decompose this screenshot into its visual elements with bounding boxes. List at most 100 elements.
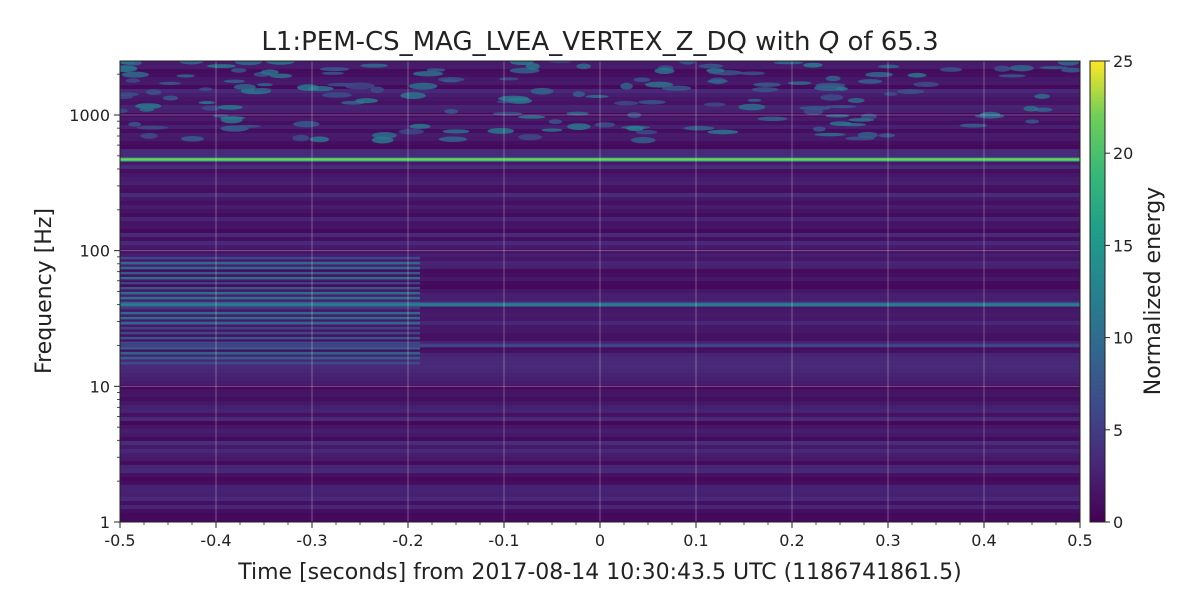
heatmap-noise-blob xyxy=(814,132,846,137)
heatmap-noise-blob xyxy=(620,82,633,90)
heatmap-stripe xyxy=(120,433,1080,437)
heatmap-low-band xyxy=(120,281,420,285)
x-tick-label: -0.1 xyxy=(488,531,519,550)
heatmap-noise-blob xyxy=(179,61,204,65)
heatmap-noise-blob xyxy=(518,133,542,141)
heatmap-noise-blob xyxy=(747,98,762,102)
heatmap-stripe xyxy=(120,485,1080,489)
heatmap-noise-blob xyxy=(787,81,812,85)
x-tick-label: -0.2 xyxy=(392,531,423,550)
heatmap-stripe xyxy=(120,153,1080,157)
heatmap-noise-blob xyxy=(198,101,216,105)
heatmap-stripe xyxy=(120,101,1080,105)
heatmap-noise-blob xyxy=(865,71,894,78)
heatmap-stripe xyxy=(120,233,1080,237)
heatmap-stripe xyxy=(120,265,1080,269)
heatmap-noise-blob xyxy=(140,132,158,139)
heatmap-stripe xyxy=(120,177,1080,181)
heatmap-noise-blob xyxy=(438,136,468,142)
heatmap-noise-blob xyxy=(803,62,823,68)
heatmap-low-band xyxy=(120,361,420,365)
heatmap-noise-blob xyxy=(738,103,766,111)
heatmap-noise-blob xyxy=(708,70,721,75)
x-tick-label: 0.5 xyxy=(1067,531,1092,550)
heatmap-stripe xyxy=(120,145,1080,149)
heatmap-noise-blob xyxy=(825,114,850,118)
heatmap-stripe xyxy=(120,69,1080,73)
heatmap-noise-blob xyxy=(703,102,726,107)
heatmap-noise-blob xyxy=(176,74,195,78)
colorbar-tick-label: 10 xyxy=(1113,329,1133,348)
heatmap-noise-blob xyxy=(292,134,310,142)
heatmap-stripe xyxy=(120,309,1080,313)
heatmap-stripe xyxy=(120,425,1080,429)
heatmap-noise-blob xyxy=(1033,107,1053,112)
heatmap-noise-blob xyxy=(498,77,519,81)
heatmap-noise-blob xyxy=(975,113,1005,119)
heatmap-stripe xyxy=(120,201,1080,205)
feature-line xyxy=(120,303,1080,306)
heatmap-stripe xyxy=(120,109,1080,113)
heatmap-noise-blob xyxy=(1057,61,1080,66)
heatmap-noise-blob xyxy=(585,94,609,98)
heatmap-stripe xyxy=(120,225,1080,229)
heatmap-noise-blob xyxy=(940,67,963,72)
heatmap-stripe xyxy=(120,473,1080,477)
heatmap-stripe xyxy=(120,213,1080,217)
heatmap-noise-blob xyxy=(120,65,138,73)
heatmap-noise-blob xyxy=(825,105,857,109)
title-suffix: of 65.3 xyxy=(839,27,938,57)
heatmap-noise-blob xyxy=(139,107,155,112)
y-axis: 1 10 100 1000 xyxy=(69,73,120,532)
x-tick-label: -0.5 xyxy=(104,531,135,550)
heatmap-stripe xyxy=(120,113,1080,117)
heatmap-stripe xyxy=(120,141,1080,145)
heatmap-stripe xyxy=(120,441,1080,445)
heatmap-low-band xyxy=(120,266,420,270)
heatmap-stripe xyxy=(120,289,1080,293)
heatmap-noise-blob xyxy=(344,82,375,90)
heatmap-low-band xyxy=(120,286,420,290)
x-tick-label: 0.4 xyxy=(971,531,996,550)
heatmap-noise-blob xyxy=(907,72,927,78)
heatmap-stripe xyxy=(120,77,1080,81)
heatmap-stripe xyxy=(120,397,1080,401)
heatmap-noise-blob xyxy=(1060,67,1080,73)
heatmap-noise-blob xyxy=(135,103,162,109)
heatmap-low-band xyxy=(120,346,420,350)
heatmap-low-band xyxy=(120,326,420,330)
heatmap-noise-blob xyxy=(530,87,554,95)
heatmap-stripe xyxy=(120,349,1080,353)
heatmap-noise-blob xyxy=(638,100,666,105)
heatmap-noise-blob xyxy=(412,71,444,77)
heatmap-stripe xyxy=(120,353,1080,357)
heatmap-noise-blob xyxy=(371,136,394,144)
heatmap-noise-blob xyxy=(125,61,142,66)
heatmap-stripe xyxy=(120,133,1080,137)
heatmap-stripe xyxy=(120,237,1080,241)
colorbar: 0 5 10 15 20 25 Normalized energy xyxy=(1089,52,1166,532)
heatmap-stripe xyxy=(120,449,1080,453)
heatmap-noise-blob xyxy=(683,125,715,131)
heatmap-noise-blob xyxy=(644,81,674,88)
heatmap-noise-blob xyxy=(857,79,883,84)
heatmap-noise-blob xyxy=(1009,64,1034,72)
heatmap-stripe xyxy=(120,393,1080,397)
heatmap-stripe xyxy=(120,429,1080,433)
heatmap-noise-blob xyxy=(633,77,651,83)
heatmap-noise-blob xyxy=(614,100,639,106)
heatmap-stripe xyxy=(120,285,1080,289)
heatmap-noise-blob xyxy=(409,123,431,129)
heatmap-stripe xyxy=(120,217,1080,221)
heatmap-noise-blob xyxy=(492,111,523,116)
heatmap-stripe xyxy=(120,165,1080,169)
colorbar-gradient xyxy=(1089,60,1106,523)
heatmap-noise-blob xyxy=(509,61,534,66)
heatmap-stripe xyxy=(120,221,1080,225)
heatmap-stripe xyxy=(120,465,1080,469)
heatmap-stripe xyxy=(120,357,1080,361)
heatmap-stripe xyxy=(120,313,1080,317)
colorbar-tick-label: 0 xyxy=(1113,513,1123,532)
heatmap-noise-blob xyxy=(322,92,352,98)
heatmap-stripe xyxy=(120,481,1080,485)
